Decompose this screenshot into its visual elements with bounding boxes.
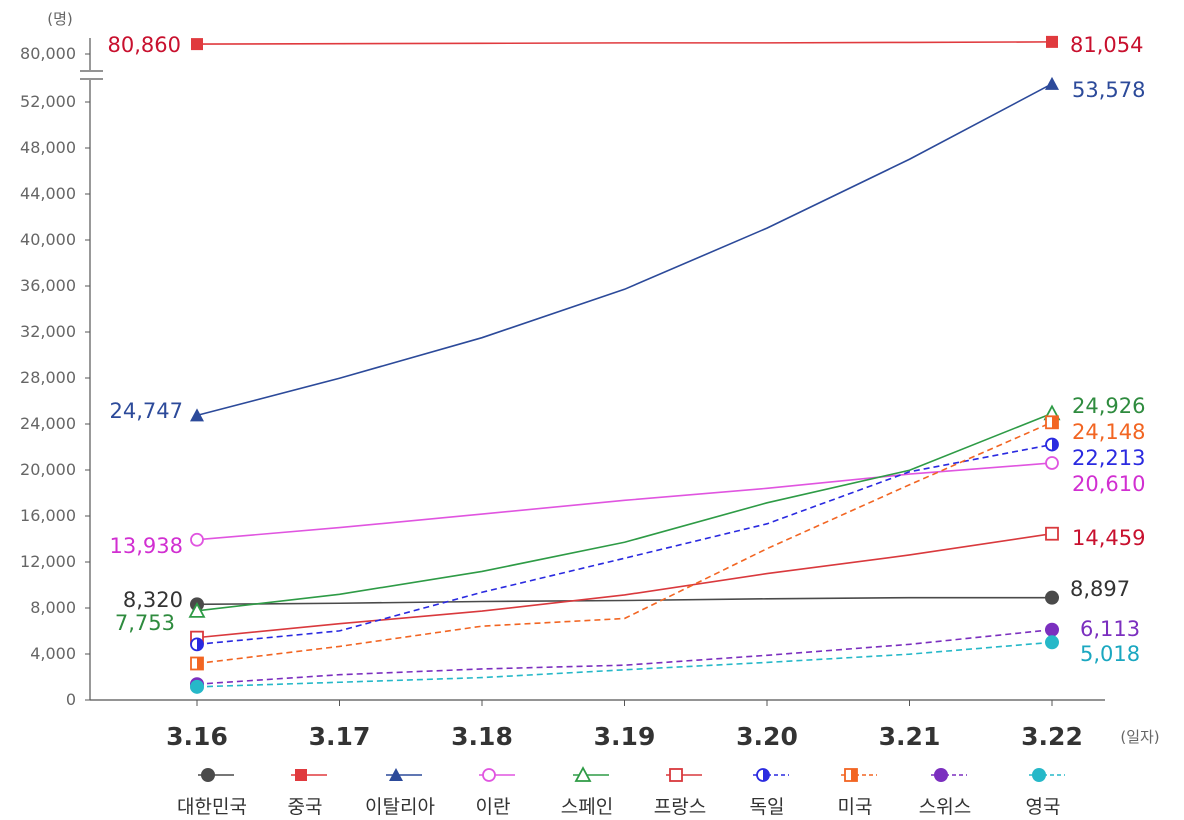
x-tick-label: 3.21: [879, 722, 941, 751]
y-tick-label: 28,000: [20, 368, 76, 387]
marker: [1045, 76, 1059, 90]
marker: [188, 601, 206, 618]
x-tick-label: 3.20: [736, 722, 798, 751]
marker: [669, 768, 683, 782]
y-tick-label: 48,000: [20, 138, 76, 157]
data-labels: 8,320 8,897 80,860 81,054 24,747 53,578 13,938…: [108, 33, 1146, 666]
series-line: [196, 412, 1053, 612]
data-label-start: 8,320: [123, 588, 183, 612]
data-label-start: 13,938: [110, 534, 183, 558]
marker-half: [197, 638, 204, 651]
x-axis-unit: (일자): [1120, 728, 1159, 746]
marker: [1045, 635, 1059, 650]
x-tick-label: 3.22: [1021, 722, 1083, 751]
x-tick-label: 3.19: [594, 722, 656, 751]
series-markers: [188, 35, 1061, 694]
data-label-end: 20,610: [1072, 472, 1145, 496]
data-label-end: 22,213: [1072, 446, 1145, 470]
data-label-start: 7,753: [115, 611, 175, 635]
legend-label: 독일: [750, 796, 785, 818]
data-label-start: 24,747: [110, 399, 183, 423]
y-tick-label: 44,000: [20, 184, 76, 203]
y-tick-label: 0: [66, 690, 76, 709]
series-lines: [196, 41, 1053, 688]
data-label-end: 81,054: [1070, 33, 1143, 57]
y-tick-label: 8,000: [30, 598, 76, 617]
y-tick-label: 36,000: [20, 276, 76, 295]
marker-half: [1052, 416, 1058, 429]
y-tick-label: 12,000: [20, 552, 76, 571]
marker-half: [851, 769, 857, 781]
legend-label: 중국: [288, 796, 323, 818]
series-line: [196, 596, 1052, 606]
series-line: [196, 628, 1053, 685]
y-tick-label: 20,000: [20, 460, 76, 479]
legend-label: 이탈리아: [365, 796, 435, 818]
series-line: [196, 83, 1053, 417]
marker-half: [197, 657, 203, 670]
data-label-end: 14,459: [1072, 526, 1145, 550]
marker: [1045, 590, 1059, 605]
series-line: [196, 462, 1053, 541]
data-label-end: 53,578: [1072, 78, 1145, 102]
series-line: [196, 421, 1053, 665]
y-tick-label: 16,000: [20, 506, 76, 525]
marker: [191, 38, 203, 51]
x-tick-label: 3.16: [166, 722, 228, 751]
marker: [1045, 622, 1059, 637]
legend-label: 스위스: [919, 796, 971, 818]
legend-label: 미국: [838, 796, 873, 818]
y-tick-label: 40,000: [20, 230, 76, 249]
marker-half: [763, 769, 769, 781]
y-tick-label: 24,000: [20, 414, 76, 433]
marker: [389, 768, 403, 781]
marker: [934, 768, 948, 782]
legend-label: 스페인: [561, 796, 613, 818]
series-line: [196, 532, 1053, 639]
marker-half: [1052, 438, 1058, 451]
y-ticks: 0 4,000 8,000 12,000 16,000 20,000 24,000 28,00…: [20, 44, 90, 709]
y-tick-label: 52,000: [20, 92, 76, 111]
legend-label: 대한민국: [177, 796, 247, 818]
marker: [482, 768, 496, 782]
marker: [201, 768, 215, 782]
legend-label: 프랑스: [654, 796, 706, 818]
y-axis-unit: (명): [47, 10, 73, 28]
marker: [1045, 526, 1059, 541]
data-label-end: 24,926: [1072, 394, 1145, 418]
x-tick-label: 3.17: [309, 722, 371, 751]
x-ticks: 3.16 3.17 3.18 3.19 3.20 3.21 3.22: [166, 700, 1083, 751]
data-label-end: 8,897: [1070, 577, 1130, 601]
legend: 대한민국 중국 이탈리아 이란 스페인 프랑스 독일 미국 스위스 영국: [177, 766, 1065, 818]
data-label-end: 5,018: [1080, 642, 1140, 666]
legend-label: 영국: [1026, 796, 1061, 818]
y-tick-label: 4,000: [30, 644, 76, 663]
data-label-start: 80,860: [108, 33, 181, 57]
chart-axes: (명) (일자): [47, 10, 1159, 746]
data-label-end: 24,148: [1072, 420, 1145, 444]
x-tick-label: 3.18: [451, 722, 513, 751]
marker: [190, 532, 204, 547]
series-line: [196, 443, 1053, 646]
marker: [295, 769, 307, 781]
marker: [1045, 456, 1059, 470]
series-line: [196, 41, 1053, 45]
marker: [1046, 35, 1058, 48]
marker: [574, 766, 592, 782]
y-tick-label: 80,000: [20, 44, 76, 63]
legend-label: 이란: [476, 796, 511, 818]
marker: [190, 408, 204, 422]
y-tick-label: 32,000: [20, 322, 76, 341]
marker: [1032, 768, 1046, 782]
marker: [190, 679, 204, 694]
series-line: [196, 641, 1053, 688]
data-label-end: 6,113: [1080, 617, 1140, 641]
